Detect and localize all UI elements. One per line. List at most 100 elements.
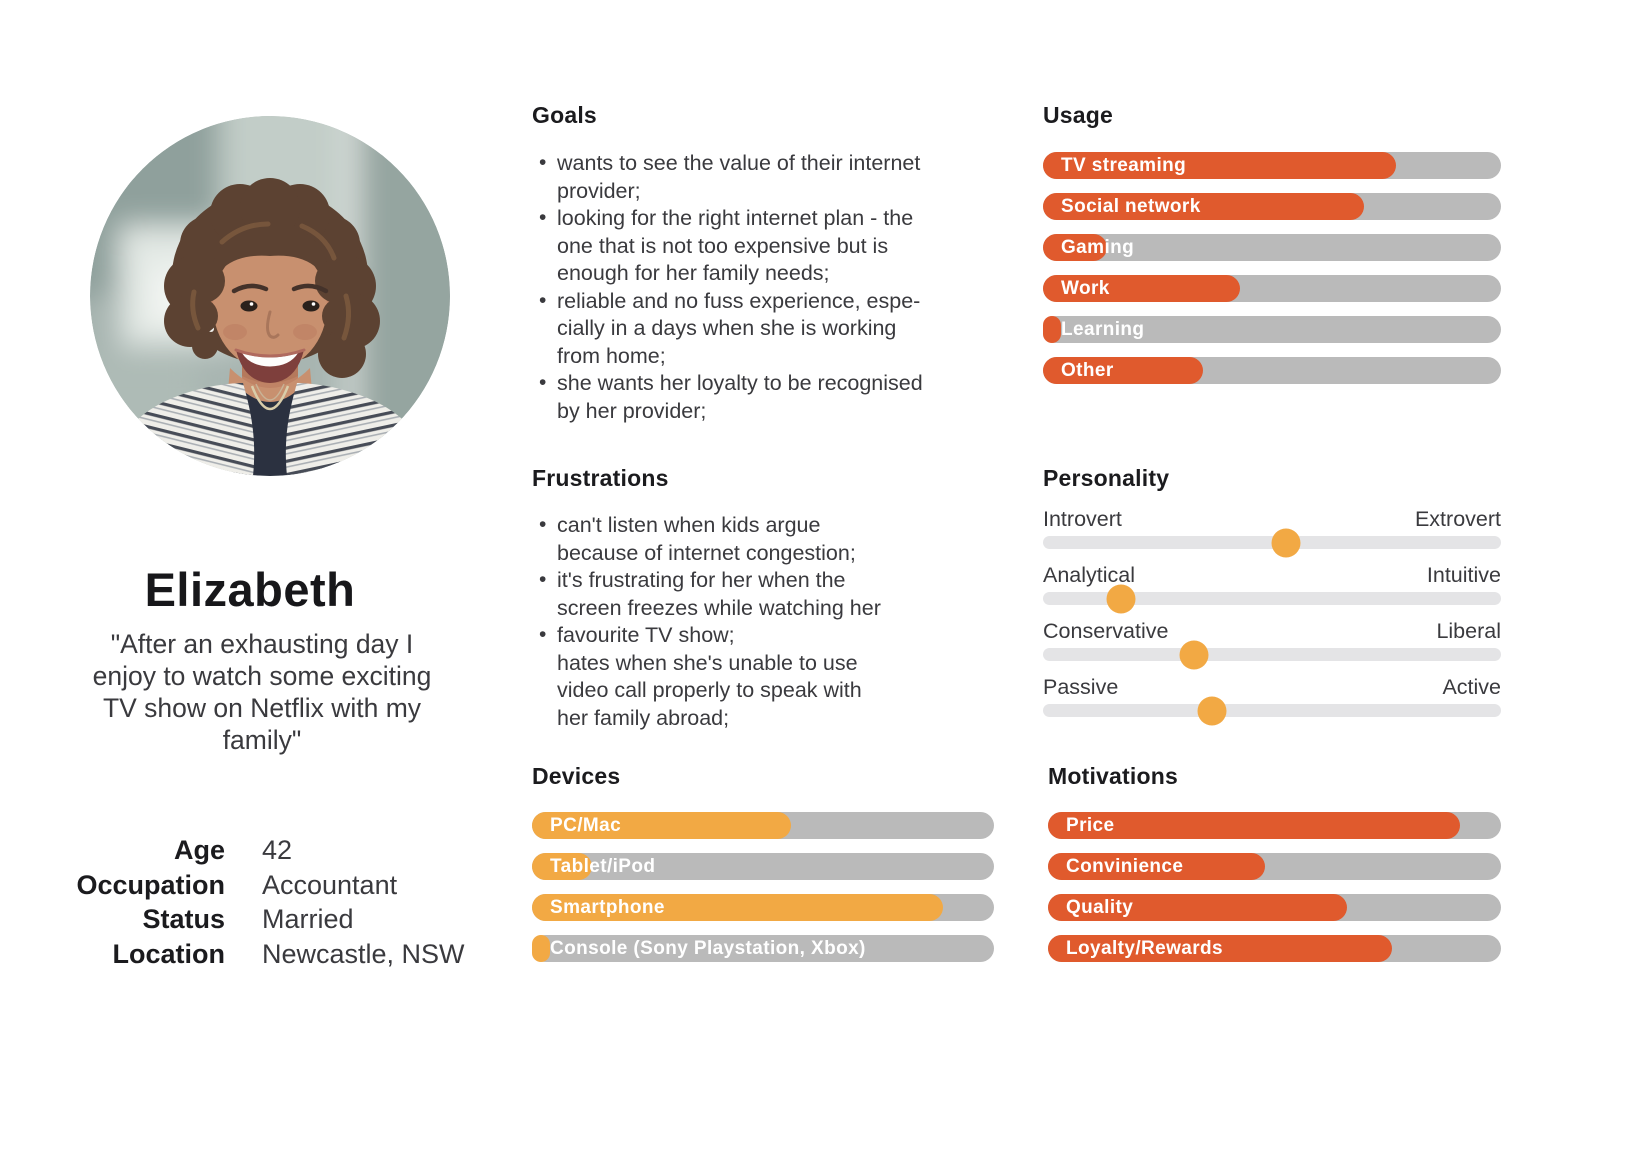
slider-labels: Introvert Extrovert — [1043, 507, 1501, 531]
slider-dot — [1179, 640, 1209, 669]
stat-bar: PC/Mac — [532, 812, 994, 839]
stat-bar-fill — [532, 894, 944, 921]
list-bullet-item: favourite TV show; hates when she's unab… — [532, 621, 1000, 732]
detail-value: 42 — [262, 835, 293, 865]
stat-bar-label: Work — [1061, 277, 1110, 299]
stat-bar-label: Other — [1061, 359, 1114, 381]
personality-sliders: Introvert Extrovert Analytical Intuitive Con… — [1043, 507, 1501, 731]
stat-bar-label: Gaming — [1061, 236, 1135, 258]
slider-track — [1043, 640, 1501, 669]
slider-dot — [1106, 584, 1136, 613]
stat-bar: Console (Sony Playstation, Xbox) — [532, 935, 994, 962]
stat-bar-label: Quality — [1066, 896, 1134, 918]
slider-track — [1043, 696, 1501, 725]
stat-bar-fill — [532, 812, 791, 839]
stat-bar-fill — [1043, 234, 1108, 261]
usage-bars: TV streaming Social network Gaming Work Lear… — [1043, 152, 1501, 398]
list-bullet-item: looking for the right internet plan - th… — [532, 204, 1000, 288]
stat-bar-fill — [1048, 853, 1266, 880]
stat-bar-label: Convinience — [1066, 855, 1184, 877]
stat-bar: Convinience — [1048, 853, 1501, 880]
slider-left-label: Conservative — [1043, 619, 1169, 643]
persona-name: Elizabeth — [144, 563, 356, 617]
list-bullet-item: can't listen when kids argue because of … — [532, 511, 1000, 567]
goals-list: wants to see the value of their internet… — [532, 149, 1000, 425]
stat-bar-fill — [1048, 935, 1393, 962]
stat-bar: Learning — [1043, 316, 1501, 343]
stat-bar-label: Console (Sony Playstation, Xbox) — [550, 937, 866, 959]
avatar — [90, 116, 450, 476]
personality-heading: Personality — [1043, 465, 1170, 491]
stat-bar-fill — [1048, 812, 1461, 839]
stat-bar: Loyalty/Rewards — [1048, 935, 1501, 962]
stat-bar-label: Tablet/iPod — [550, 855, 656, 877]
list-bullet-item: wants to see the value of their internet… — [532, 149, 1000, 205]
devices-bars: PC/Mac Tablet/iPod Smartphone Console (Sony… — [532, 812, 994, 976]
detail-row: Age 42 — [40, 833, 490, 868]
stat-bar-fill — [1048, 894, 1347, 921]
stat-bar: TV streaming — [1043, 152, 1501, 179]
slider-labels: Conservative Liberal — [1043, 619, 1501, 643]
devices-heading: Devices — [532, 763, 621, 789]
slider-labels: Passive Active — [1043, 675, 1501, 699]
detail-value: Newcastle, NSW — [262, 938, 465, 969]
stat-bar-fill — [1043, 316, 1062, 343]
slider-right-label: Extrovert — [1414, 507, 1501, 531]
motivations-heading: Motivations — [1048, 763, 1178, 789]
personality-slider: Passive Active — [1043, 675, 1501, 725]
stat-bar-label: TV streaming — [1061, 154, 1187, 176]
stat-bar: Social network — [1043, 193, 1501, 220]
slider-left-label: Analytical — [1043, 563, 1136, 587]
detail-row: Location Newcastle, NSW — [40, 937, 490, 972]
goals-heading: Goals — [532, 102, 597, 128]
stat-bar-fill — [1043, 357, 1204, 384]
stat-bar: Tablet/iPod — [532, 853, 994, 880]
stat-bar-fill — [1043, 275, 1240, 302]
stat-bar-label: Price — [1066, 814, 1115, 836]
slider-track — [1043, 528, 1501, 557]
usage-heading: Usage — [1043, 102, 1114, 128]
personality-slider: Conservative Liberal — [1043, 619, 1501, 669]
list-bullet-item: it's frustrating for her when the screen… — [532, 566, 1000, 622]
stat-bar: Price — [1048, 812, 1501, 839]
detail-label: Age — [173, 835, 225, 865]
slider-dot — [1271, 528, 1301, 557]
stat-bar-label: Loyalty/Rewards — [1066, 937, 1223, 959]
slider-left-label: Introvert — [1043, 507, 1122, 531]
detail-value: Married — [262, 904, 354, 934]
slider-right-label: Intuitive — [1426, 563, 1501, 587]
slider-right-label: Liberal — [1436, 619, 1501, 643]
stat-bar-fill — [1043, 193, 1364, 220]
detail-row: Status Married — [40, 902, 490, 937]
slider-left-label: Passive — [1043, 675, 1119, 699]
stat-bar: Gaming — [1043, 234, 1501, 261]
stat-bar: Work — [1043, 275, 1501, 302]
personality-slider: Analytical Intuitive — [1043, 563, 1501, 613]
stat-bar: Smartphone — [532, 894, 994, 921]
stat-bar-label: Smartphone — [550, 896, 665, 918]
stat-bar-label: Learning — [1061, 318, 1145, 340]
list-bullet-item: reliable and no fuss experience, espe- c… — [532, 287, 1000, 371]
frustrations-heading: Frustrations — [532, 465, 669, 491]
stat-bar: Quality — [1048, 894, 1501, 921]
stat-bar: Other — [1043, 357, 1501, 384]
motivations-bars: Price Convinience Quality Loyalty/Rewards — [1048, 812, 1501, 976]
detail-row: Occupation Accountant — [40, 868, 490, 903]
frustrations-list: can't listen when kids argue because of … — [532, 511, 1000, 732]
list-bullet-item: she wants her loyalty to be recognised b… — [532, 369, 1000, 425]
personality-slider: Introvert Extrovert — [1043, 507, 1501, 557]
stat-bar-label: PC/Mac — [550, 814, 622, 836]
slider-right-label: Active — [1442, 675, 1501, 699]
detail-label: Location — [112, 938, 226, 969]
stat-bar-label: Social network — [1061, 195, 1201, 217]
detail-label: Occupation — [76, 869, 225, 900]
detail-value: Accountant — [262, 869, 398, 900]
avatar-photo — [90, 116, 450, 476]
stat-bar-fill — [1043, 152, 1396, 179]
stat-bar-fill — [532, 853, 593, 880]
detail-label: Status — [142, 904, 225, 934]
slider-track — [1043, 584, 1501, 613]
persona-quote: "After an exhausting day I enjoy to watc… — [92, 629, 432, 755]
slider-labels: Analytical Intuitive — [1043, 563, 1501, 587]
